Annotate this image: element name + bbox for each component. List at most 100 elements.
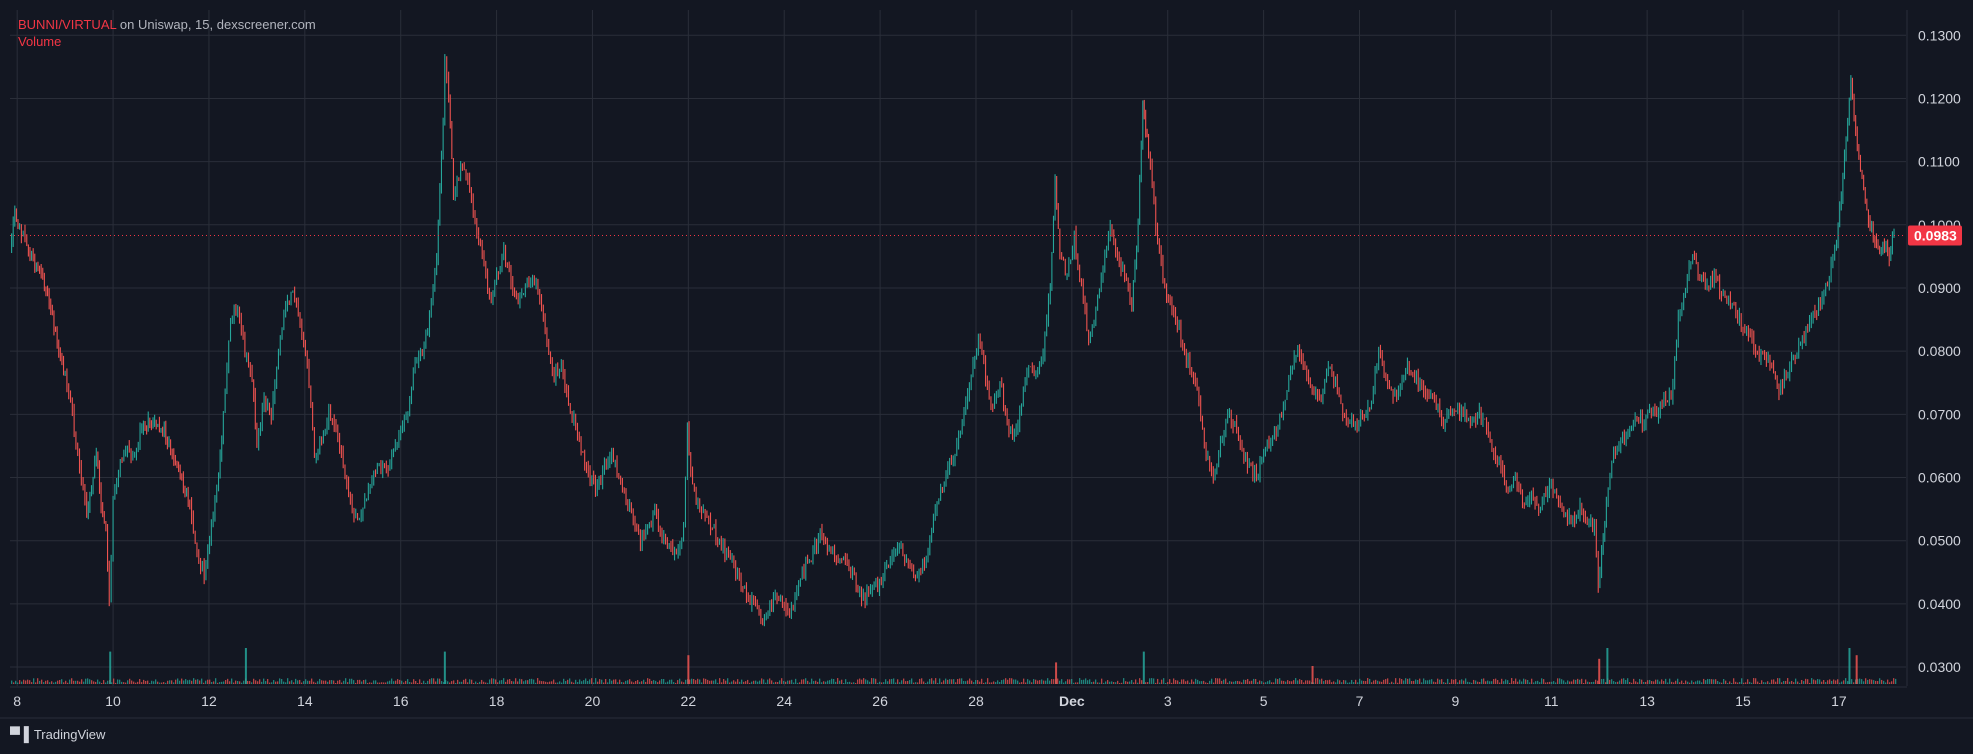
volume-bar [469,679,471,684]
volume-bar [221,681,223,684]
volume-spike [1142,651,1145,684]
volume-bar [641,681,643,684]
volume-bar [635,681,637,684]
volume-bar [1817,679,1819,684]
volume-bar [1861,679,1863,684]
volume-bar [773,682,775,684]
volume-bar [675,682,677,684]
volume-bar [1227,682,1229,684]
volume-bar [1413,680,1415,684]
volume-spike [1311,666,1314,684]
volume-bar [1331,682,1333,684]
volume-bar [67,682,69,684]
volume-bar [287,678,289,684]
volume-bar [231,678,233,684]
volume-bar [15,680,17,684]
volume-bar [1893,678,1895,684]
volume-bar [569,678,571,684]
volume-bar [579,679,581,684]
volume-bar [1547,682,1549,684]
volume-bar [963,680,965,684]
volume-bar [1441,679,1443,684]
volume-bar [1721,682,1723,684]
volume-bar [17,682,19,684]
volume-bar [247,680,249,684]
volume-bar [533,679,535,684]
volume-bar [1157,678,1159,684]
volume-bar [1277,679,1279,684]
volume-bar [1555,682,1557,684]
volume-bar [1385,679,1387,684]
volume-bar [733,680,735,684]
volume-bar [817,681,819,684]
volume-bar [743,681,745,684]
volume-bar [1323,681,1325,684]
volume-bar [1357,682,1359,684]
volume-bar [175,679,177,684]
volume-bar [1257,682,1259,684]
volume-bar [489,679,491,684]
volume-bar [1133,682,1135,684]
volume-bar [1221,680,1223,684]
x-tick-label: 9 [1451,693,1459,709]
volume-bar [1179,682,1181,684]
volume-bar [1507,680,1509,684]
volume-bar [851,682,853,684]
volume-bar [757,681,759,684]
volume-bar [1425,680,1427,684]
volume-bar [1377,680,1379,684]
volume-bar [1103,682,1105,684]
volume-bar [201,678,203,684]
volume-bar [913,682,915,684]
volume-bar [1869,679,1871,684]
volume-bar [393,681,395,684]
volume-bar [903,678,905,684]
volume-bar [1047,678,1049,684]
volume-bar [1853,682,1855,684]
volume-bar [969,678,971,684]
volume-bar [85,678,87,684]
volume-bar [361,681,363,684]
volume-bar [823,681,825,684]
volume-bar [1349,682,1351,684]
volume-bar [1365,681,1367,684]
volume-bar [741,679,743,684]
volume-bar [267,678,269,684]
volume-bar [1729,681,1731,684]
volume-bar [1017,680,1019,684]
volume-bar [1123,678,1125,684]
volume-bar [1093,681,1095,684]
volume-bar [515,678,517,684]
volume-bar [655,680,657,684]
x-tick-label: 13 [1639,693,1655,709]
volume-bar [861,679,863,684]
volume-bar [1863,681,1865,684]
volume-bar [1847,681,1849,684]
volume-bar [915,682,917,684]
volume-bar [829,680,831,684]
volume-bar [1057,678,1059,684]
volume-bar [1457,682,1459,684]
volume-bar [1225,678,1227,684]
volume-bar [1099,682,1101,684]
volume-bar [949,679,951,684]
volume-bar [1085,678,1087,684]
volume-bar [557,682,559,684]
volume-bar [381,682,383,684]
volume-bar [1511,678,1513,684]
volume-bar [1129,681,1131,684]
volume-bar [271,682,273,684]
tradingview-watermark[interactable]: ▀▐ TradingView [10,726,105,742]
volume-bar [769,678,771,684]
volume-bar [871,678,873,684]
volume-bar [365,679,367,684]
volume-bar [1401,679,1403,684]
volume-bar [1707,678,1709,684]
volume-bar [439,678,441,684]
tradingview-logo-icon: ▀▐ [10,726,29,742]
volume-bar [183,680,185,684]
volume-bar [723,679,725,684]
volume-bar [1113,682,1115,684]
volume-bar [309,680,311,684]
